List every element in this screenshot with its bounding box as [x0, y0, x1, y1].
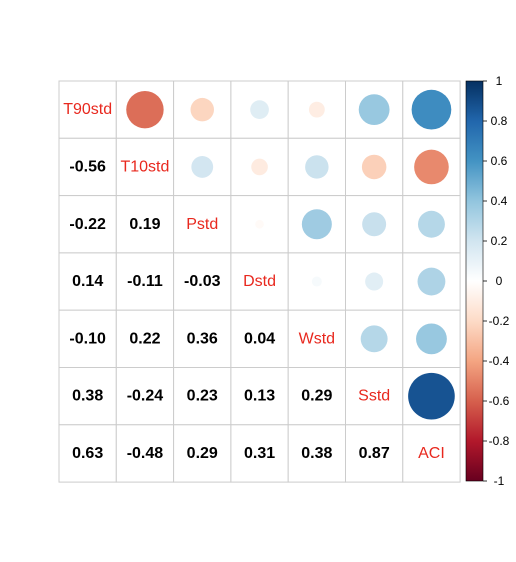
- corr-circle-dstd-aci: [417, 267, 446, 296]
- colorbar-tick-label: 0.4: [491, 194, 508, 208]
- corr-value-sstd-pstd: 0.23: [187, 388, 218, 405]
- matrix-cell: [230, 367, 289, 426]
- matrix-cell: [230, 424, 289, 483]
- corr-value-dstd-pstd: -0.03: [184, 273, 221, 290]
- colorbar-tick-label: 0.2: [491, 234, 508, 248]
- corr-value-wstd-dstd: 0.04: [244, 330, 275, 347]
- colorbar-tick-label: 0: [496, 274, 503, 288]
- corr-circle-t10std-sstd: [361, 154, 387, 180]
- matrix-cells: [58, 80, 461, 483]
- corr-value-aci-t90std: 0.63: [72, 445, 103, 462]
- colorbar-tick-label: 0.8: [491, 114, 508, 128]
- corr-value-sstd-t90std: 0.38: [72, 388, 103, 405]
- matrix-cell: [58, 137, 117, 197]
- corr-circle-pstd-dstd: [255, 219, 264, 229]
- corr-circle-sstd-aci: [408, 372, 455, 420]
- variable-label-aci: ACI: [418, 445, 445, 462]
- corr-value-aci-wstd: 0.38: [301, 445, 332, 462]
- corr-circle-t90std-dstd: [250, 100, 269, 119]
- corr-value-dstd-t10std: -0.11: [127, 273, 163, 290]
- corr-value-aci-t10std: -0.48: [127, 445, 164, 462]
- corr-circle-t90std-wstd: [308, 101, 325, 118]
- corr-value-aci-dstd: 0.31: [244, 445, 275, 462]
- matrix-cell: [58, 309, 117, 369]
- matrix-cell: [173, 309, 232, 369]
- corr-value-wstd-t10std: 0.22: [129, 330, 160, 347]
- corr-circle-dstd-wstd: [311, 276, 322, 287]
- corr-circle-t90std-pstd: [190, 97, 214, 122]
- corr-circle-t90std-t10std: [126, 90, 164, 129]
- corr-circle-pstd-aci: [417, 210, 445, 238]
- matrix-cell: [58, 252, 117, 311]
- matrix-cell: [402, 424, 461, 483]
- colorbar-tick-label: 1: [496, 74, 503, 88]
- corr-value-sstd-wstd: 0.29: [301, 388, 332, 405]
- matrix-cell: [173, 252, 232, 311]
- matrix-cell: [287, 424, 347, 483]
- corr-circle-wstd-sstd: [360, 325, 388, 353]
- corr-circle-wstd-aci: [416, 323, 447, 355]
- matrix-cell: [345, 367, 404, 426]
- corr-value-wstd-pstd: 0.36: [187, 330, 218, 347]
- matrix-cell: [58, 80, 117, 139]
- corr-circle-t90std-sstd: [358, 94, 390, 126]
- corr-value-pstd-t10std: 0.19: [129, 216, 160, 233]
- matrix-cell: [115, 137, 175, 197]
- matrix-marks: T90std -0.56 T10std -0.22 0.19 Pstd 0.14 -0.11 -…: [63, 89, 455, 462]
- corr-circle-t10std-dstd: [251, 158, 268, 176]
- matrix-cell: [115, 424, 175, 483]
- matrix-cell: [115, 309, 175, 369]
- corr-circle-t10std-wstd: [305, 155, 329, 179]
- colorbar: 1 0.8 0.6 0.4 0.2 0 -0.2 -0.4 -0.6 -0.8 -1: [465, 74, 510, 488]
- colorbar-tick-label: -0.8: [489, 434, 510, 448]
- colorbar-tick-label: -0.6: [489, 394, 510, 408]
- corr-value-sstd-dstd: 0.13: [244, 388, 275, 405]
- matrix-cell: [173, 424, 232, 483]
- corr-circle-pstd-wstd: [301, 209, 332, 240]
- corr-circle-pstd-sstd: [362, 212, 387, 237]
- corr-circle-t90std-aci: [411, 89, 452, 130]
- corr-value-pstd-t90std: -0.22: [69, 216, 106, 233]
- colorbar-tick-label: -0.4: [489, 354, 510, 368]
- matrix-cell: [58, 424, 117, 483]
- colorbar-tick-label: -1: [494, 474, 505, 488]
- corr-value-t10std-t90std: -0.56: [69, 158, 106, 175]
- matrix-cell: [230, 252, 289, 311]
- variable-label-wstd: Wstd: [299, 330, 335, 347]
- matrix-cell: [345, 424, 404, 483]
- colorbar-tick-label: -0.2: [489, 314, 510, 328]
- corr-circle-t10std-aci: [414, 149, 449, 185]
- corr-circle-dstd-sstd: [365, 272, 384, 291]
- matrix-cell: [173, 195, 232, 254]
- corr-value-wstd-t90std: -0.10: [69, 330, 106, 347]
- variable-label-t90std: T90std: [63, 101, 112, 118]
- variable-label-dstd: Dstd: [243, 273, 276, 290]
- corr-value-dstd-t90std: 0.14: [72, 273, 103, 290]
- matrix-cell: [173, 367, 232, 426]
- variable-label-t10std: T10std: [120, 158, 169, 175]
- variable-label-sstd: Sstd: [358, 388, 390, 405]
- corr-circle-t10std-pstd: [191, 156, 214, 178]
- matrix-cell: [115, 195, 175, 254]
- colorbar-gradient: [465, 80, 484, 482]
- corr-value-aci-sstd: 0.87: [359, 445, 390, 462]
- colorbar-tick-label: 0.6: [491, 154, 508, 168]
- corr-value-sstd-t10std: -0.24: [127, 388, 164, 405]
- matrix-cell: [58, 195, 117, 254]
- corr-value-aci-pstd: 0.29: [187, 445, 218, 462]
- matrix-cell: [115, 252, 175, 311]
- variable-label-pstd: Pstd: [186, 216, 218, 233]
